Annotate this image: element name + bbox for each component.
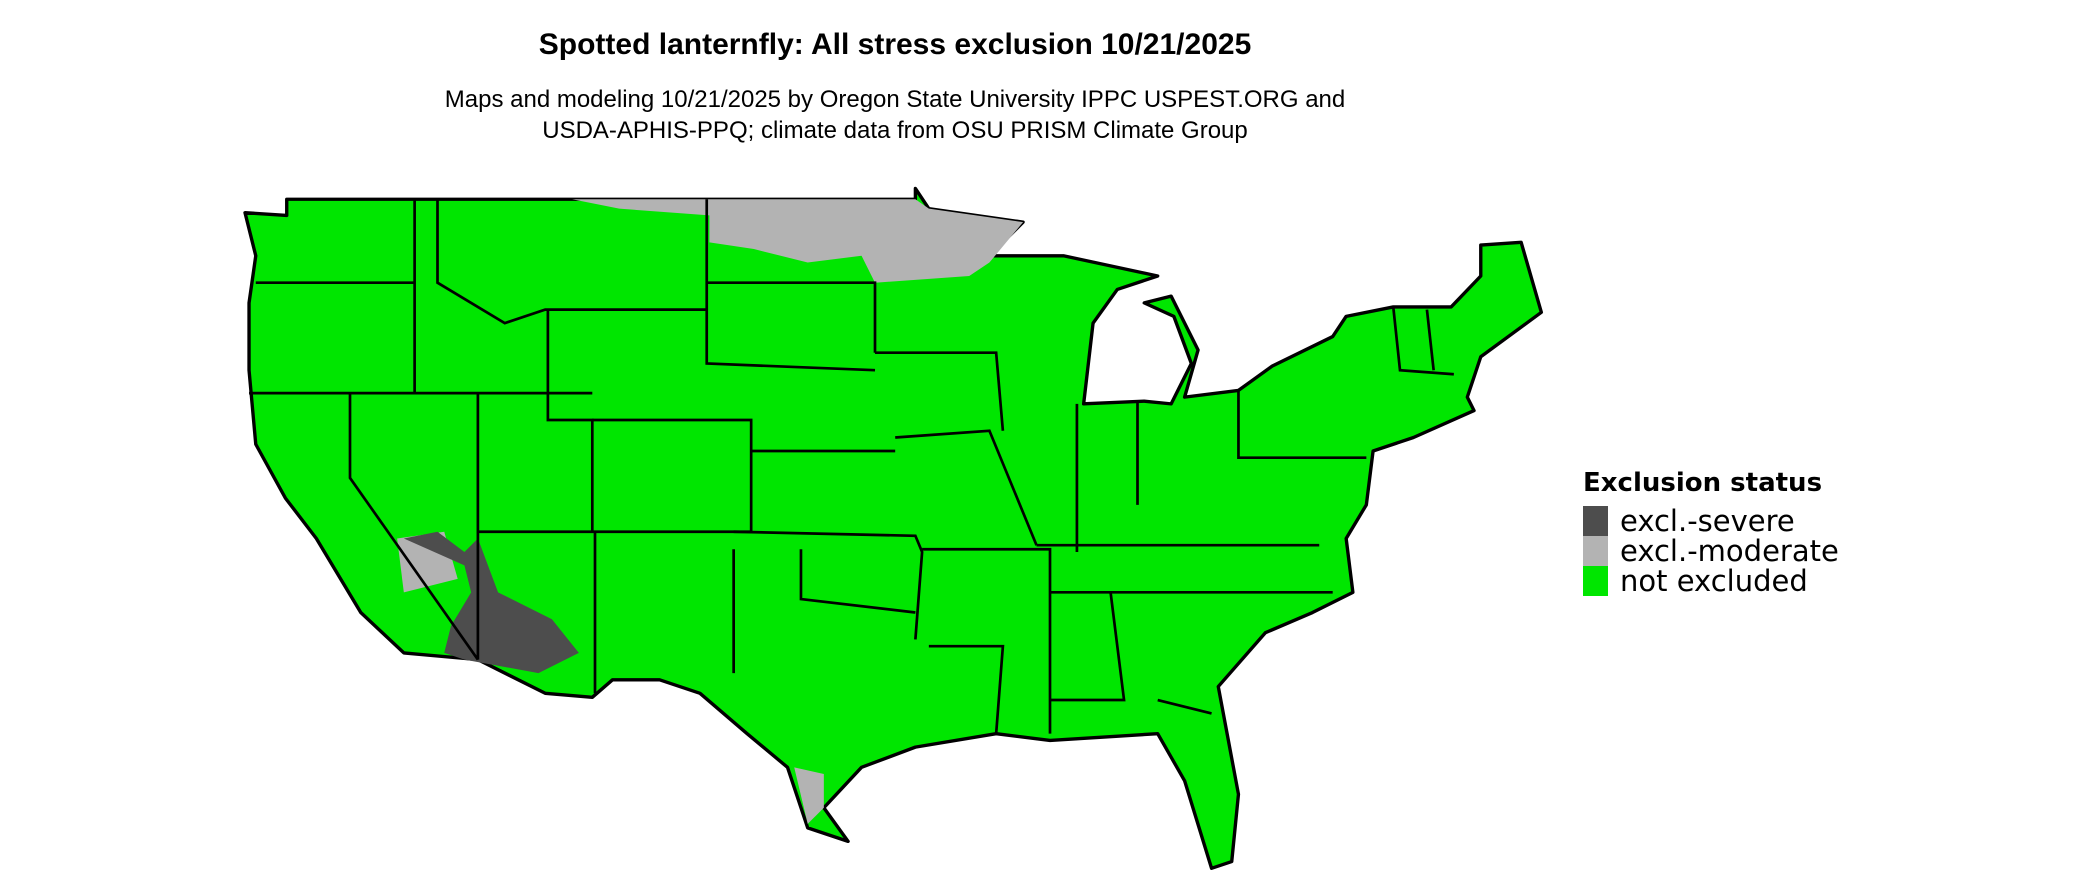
us-outline [243, 186, 1544, 870]
severe-exclusion-areas [403, 531, 579, 674]
legend-title: Exclusion status [1583, 468, 1823, 498]
state-borders [249, 199, 1454, 734]
legend-item-not-excluded: not excluded [1583, 564, 1839, 598]
legend-item-moderate: excl.-moderate [1583, 534, 1839, 568]
legend-swatch-moderate [1583, 536, 1608, 566]
legend-label: excl.-moderate [1620, 534, 1839, 568]
legend-item-severe: excl.-severe [1583, 504, 1839, 538]
map-title: Spotted lanternfly: All stress exclusion… [538, 28, 1252, 61]
legend-swatch-severe [1583, 506, 1608, 536]
map-subtitle-line2: USDA-APHIS-PPQ; climate data from OSU PR… [542, 117, 1248, 144]
map-subtitle-line1: Maps and modeling 10/21/2025 by Oregon S… [444, 86, 1346, 113]
legend-label: excl.-severe [1620, 504, 1795, 538]
legend-label: not excluded [1620, 564, 1808, 598]
legend: Exclusion status excl.-severe excl.-mode… [1583, 468, 1839, 598]
legend-swatch-not-excluded [1583, 566, 1608, 596]
